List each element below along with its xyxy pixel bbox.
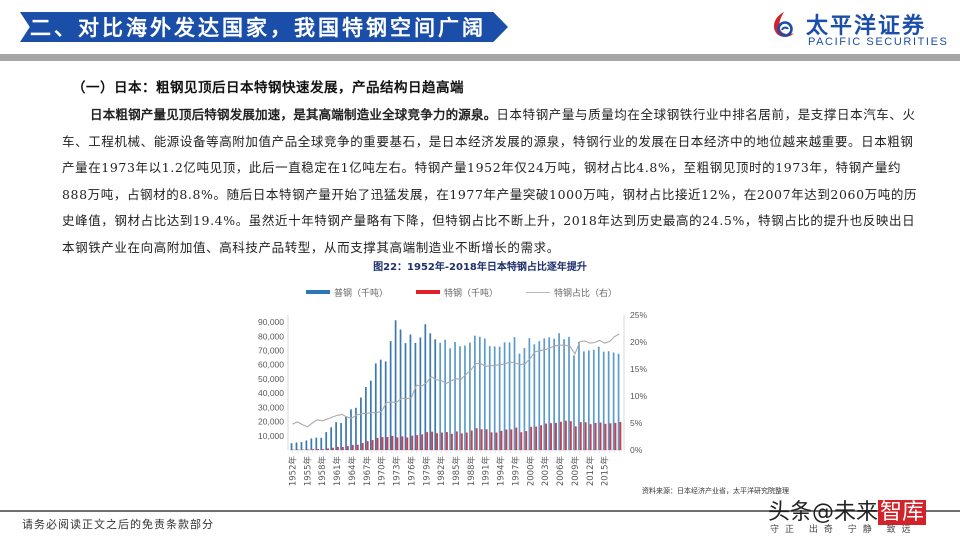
logo-english-name: PACIFIC SECURITIES <box>808 36 949 48</box>
svg-text:1997年: 1997年 <box>511 456 522 487</box>
svg-text:1985年: 1985年 <box>451 456 462 487</box>
svg-text:1967年: 1967年 <box>362 456 373 487</box>
company-logo: 太平洋证券 PACIFIC SECURITIES <box>770 8 955 50</box>
svg-text:0%: 0% <box>630 445 643 455</box>
svg-text:1991年: 1991年 <box>481 456 492 487</box>
legend-label: 普钢（千吨） <box>334 288 389 299</box>
right-axis: 0% 5% 10% 15% 20% 25% <box>623 310 647 455</box>
svg-text:2015年: 2015年 <box>600 456 611 487</box>
section-heading: （一）日本：粗钢见顶后日本特钢快速发展，产品结构日趋高端 <box>72 80 464 96</box>
footer-divider <box>0 510 960 512</box>
watermark-prefix: 头条@未来 <box>768 500 879 525</box>
svg-text:1958年: 1958年 <box>317 456 328 487</box>
svg-text:1988年: 1988年 <box>466 456 477 487</box>
svg-text:50,000: 50,000 <box>258 374 284 384</box>
chart-title: 图22：1952年-2018年日本特钢占比逐年提升 <box>373 262 587 273</box>
body-paragraph: 日本粗钢产量见顶后特钢发展加速，是其高端制造业全球竞争力的源泉。日本特钢产量与质… <box>62 102 922 261</box>
bar-series <box>290 320 622 453</box>
legend-item-ordinary-steel: 普钢（千吨） <box>306 286 388 299</box>
watermark-highlight: 智库 <box>878 500 927 525</box>
svg-text:1961年: 1961年 <box>332 456 343 487</box>
body-text: 日本特钢产量与质量均在全球钢铁行业中排名居前，是支撑日本汽车、火车、工程机械、能… <box>62 107 918 255</box>
svg-text:1982年: 1982年 <box>436 456 447 487</box>
watermark-subtitle: 守正 出奇 宁静 致远 <box>770 525 917 535</box>
legend-label: 特钢占比（右） <box>554 288 618 299</box>
svg-text:1979年: 1979年 <box>421 456 432 487</box>
svg-text:2003年: 2003年 <box>540 456 551 487</box>
page-title: 二、对比海外发达国家，我国特钢空间广阔 <box>30 16 486 40</box>
steel-production-chart: 10,000 20,000 30,000 40,000 50,000 60,000 70,0… <box>258 310 647 487</box>
legend-swatch-line <box>526 291 551 293</box>
x-axis-labels: 1952年 1955年 1958年 1961年 1964年 1967年 1970年 1973年… <box>288 456 611 487</box>
svg-text:1994年: 1994年 <box>496 456 507 487</box>
legend-item-special-steel: 特钢（千吨） <box>416 286 498 299</box>
svg-text:2012年: 2012年 <box>585 456 596 487</box>
svg-text:15%: 15% <box>630 364 647 374</box>
disclaimer-text: 请务必阅读正文之后的免责条款部分 <box>22 518 214 531</box>
ratio-line-series <box>292 333 620 428</box>
svg-text:2009年: 2009年 <box>570 456 581 487</box>
svg-text:10%: 10% <box>630 391 647 401</box>
svg-text:70,000: 70,000 <box>258 346 284 356</box>
svg-text:20,000: 20,000 <box>258 417 284 427</box>
svg-text:2000年: 2000年 <box>525 456 536 487</box>
svg-text:1970年: 1970年 <box>377 456 388 487</box>
source-note: 资料来源：日本经济产业省，太平洋研究院整理 <box>642 487 789 495</box>
svg-text:25%: 25% <box>630 310 647 320</box>
svg-text:30,000: 30,000 <box>258 402 284 412</box>
svg-text:40,000: 40,000 <box>258 388 284 398</box>
svg-text:20%: 20% <box>630 337 647 347</box>
legend-swatch-blue <box>306 290 330 294</box>
chart-legend: 普钢（千吨） 特钢（千吨） 特钢占比（右） <box>306 285 645 299</box>
svg-text:80,000: 80,000 <box>258 331 284 341</box>
svg-text:5%: 5% <box>630 418 643 428</box>
pacific-logo-icon <box>774 12 794 37</box>
legend-item-ratio: 特钢占比（右） <box>526 286 617 299</box>
svg-text:90,000: 90,000 <box>258 317 284 327</box>
svg-text:60,000: 60,000 <box>258 360 284 370</box>
watermark: 头条@未来智库 <box>768 494 927 526</box>
logo-chinese-name: 太平洋证券 <box>806 14 927 39</box>
header-divider <box>0 54 960 61</box>
legend-label: 特钢（千吨） <box>444 288 499 299</box>
svg-text:1973年: 1973年 <box>392 456 403 487</box>
svg-text:1964年: 1964年 <box>347 456 358 487</box>
svg-text:10,000: 10,000 <box>258 431 284 441</box>
svg-text:2006年: 2006年 <box>555 456 566 487</box>
legend-swatch-red <box>416 290 441 294</box>
svg-text:1955年: 1955年 <box>302 456 313 487</box>
title-banner <box>20 12 508 42</box>
svg-text:1952年: 1952年 <box>288 456 299 487</box>
lead-sentence: 日本粗钢产量见顶后特钢发展加速，是其高端制造业全球竞争力的源泉。 <box>90 107 497 122</box>
svg-text:1976年: 1976年 <box>406 456 417 487</box>
